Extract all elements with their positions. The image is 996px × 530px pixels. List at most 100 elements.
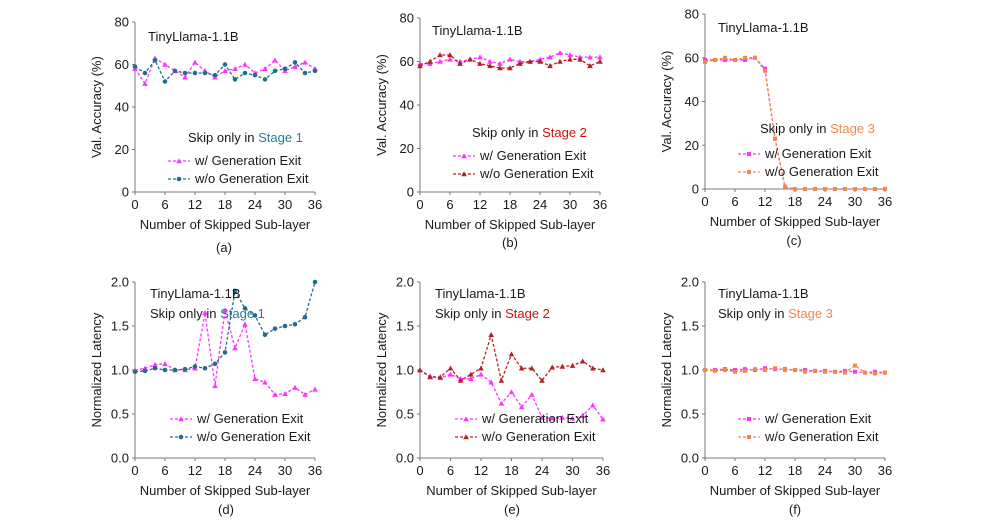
y-tick-label: 20 [115, 142, 129, 157]
data-point [182, 366, 188, 372]
data-point [747, 435, 751, 439]
data-point [547, 63, 553, 69]
data-point [142, 80, 148, 86]
legend-entry: w/o Generation Exit [453, 166, 594, 181]
data-point [142, 368, 148, 374]
x-tick-label: 36 [593, 197, 607, 212]
data-point [743, 55, 747, 60]
data-point [833, 369, 837, 374]
legend-label: w/o Generation Exit [196, 429, 311, 444]
data-point [468, 371, 474, 377]
data-point [713, 57, 717, 62]
legend-label: w/o Generation Exit [194, 171, 309, 186]
legend-entry: w/ Generation Exit [168, 153, 302, 168]
y-tick-label: 60 [115, 57, 129, 72]
y-tick-label: 1.0 [396, 363, 414, 378]
data-point [747, 152, 751, 156]
data-point [162, 79, 168, 84]
data-point [488, 379, 494, 385]
x-tick-label: 0 [701, 194, 708, 209]
data-point [302, 59, 308, 65]
annotation-stage: Stage 3 [788, 306, 833, 321]
y-tick-label: 0.0 [681, 451, 699, 466]
data-point [508, 351, 515, 357]
y-tick-label: 0 [407, 185, 414, 200]
data-point [497, 65, 503, 71]
data-point [600, 367, 606, 373]
data-point [272, 326, 278, 331]
data-point [590, 402, 596, 408]
y-tick-label: 0 [122, 185, 129, 200]
y-tick-label: 0.5 [396, 407, 414, 422]
legend-entry: w/ Generation Exit [738, 146, 872, 161]
x-tick-label: 12 [758, 194, 772, 209]
x-tick-label: 30 [278, 197, 292, 212]
chart-title: TinyLlama-1.1B [432, 23, 523, 38]
data-point [468, 376, 474, 382]
data-point [312, 68, 318, 74]
y-tick-label: 80 [400, 11, 414, 26]
x-tick-label: 12 [188, 197, 202, 212]
x-tick-label: 0 [416, 463, 423, 478]
data-point [242, 61, 248, 67]
legend-label: w/o Generation Exit [481, 429, 596, 444]
legend-label: w/ Generation Exit [764, 411, 872, 426]
data-point [833, 187, 837, 191]
data-point [222, 350, 228, 355]
x-tick-label: 24 [533, 197, 547, 212]
data-point [172, 68, 178, 74]
data-point [487, 58, 493, 64]
data-point [703, 57, 707, 62]
y-axis-label: Normalized Latency [374, 312, 389, 427]
data-point [539, 377, 545, 383]
data-point [417, 367, 423, 373]
data-point [587, 63, 593, 69]
data-point [242, 306, 248, 311]
data-point [773, 366, 777, 371]
data-point [487, 63, 493, 69]
data-point [192, 364, 198, 369]
data-point [252, 72, 258, 78]
data-point [252, 376, 258, 382]
data-point [518, 404, 525, 410]
data-point [579, 358, 586, 364]
data-point [178, 434, 184, 440]
x-tick-label: 12 [188, 463, 202, 478]
annotation-stage: Stage 3 [830, 121, 875, 136]
data-point [427, 374, 433, 380]
stage-annotation: Skip only in Stage 2 [472, 125, 587, 140]
x-tick-label: 18 [218, 197, 232, 212]
data-point [282, 390, 288, 396]
legend-label: w/ Generation Exit [196, 411, 304, 426]
data-point [417, 63, 423, 69]
chart-panel-f: 0.0 0.5 1.0 1.5 2.0 0 6 12 18 24 30 36 Number of Ski… [659, 275, 892, 499]
legend-entry: w/o Generation Exit [455, 429, 596, 444]
data-point [793, 187, 797, 191]
data-point [527, 58, 533, 64]
x-tick-label: 18 [788, 463, 802, 478]
data-point [282, 66, 288, 72]
legend-entry: w/ Generation Exit [170, 411, 304, 426]
data-point [733, 57, 737, 62]
x-tick-label: 36 [308, 197, 322, 212]
data-point [843, 187, 847, 191]
data-point [152, 361, 158, 367]
annotation-prefix: Skip only in [760, 121, 830, 136]
x-tick-label: 36 [878, 194, 892, 209]
data-point [282, 323, 288, 329]
data-point [813, 187, 817, 191]
chart-title: TinyLlama-1.1B [718, 20, 809, 35]
data-point [312, 279, 318, 285]
data-point [272, 57, 278, 63]
x-tick-label: 30 [848, 194, 862, 209]
data-point [823, 369, 827, 374]
y-axis-label: Val. Accuracy (%) [374, 54, 389, 156]
data-point [508, 389, 515, 395]
data-point [447, 52, 453, 58]
data-point [873, 371, 877, 376]
data-point [437, 58, 443, 64]
data-point [783, 184, 787, 189]
y-tick-label: 80 [685, 7, 699, 22]
data-point [252, 313, 258, 318]
data-point [549, 415, 555, 421]
